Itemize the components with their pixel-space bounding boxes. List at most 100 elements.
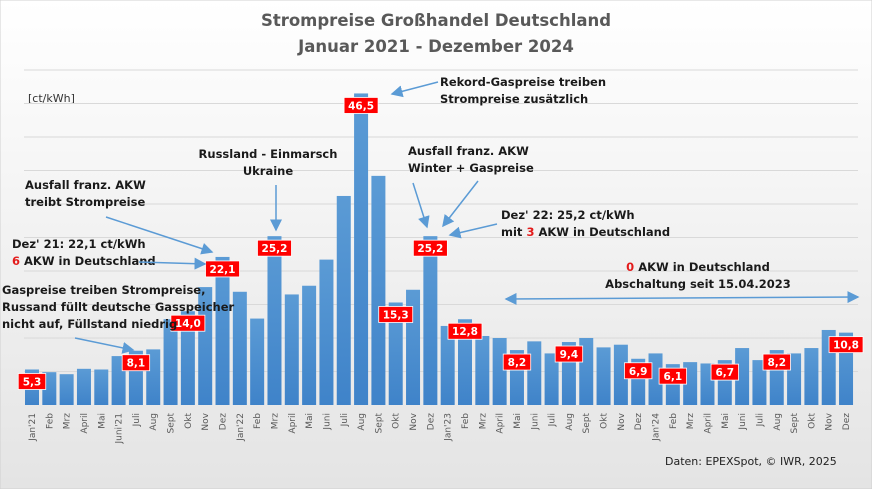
x-tick-label: Nov — [409, 412, 419, 430]
bar — [492, 338, 507, 405]
bar — [440, 325, 455, 405]
bar — [336, 195, 351, 405]
arrow — [138, 257, 207, 270]
annotation-text: Ausfall franz. AKW — [408, 144, 529, 158]
data-label: 46,5 — [348, 100, 374, 112]
data-label-box — [624, 362, 653, 380]
chart-title: Strompreise Großhandel Deutschland — [261, 11, 611, 30]
arrow — [105, 216, 214, 255]
annotation-gaspreise: Gaspreise treiben Strompreise, Russand f… — [2, 283, 235, 354]
bar — [735, 348, 750, 405]
x-tick-label: Feb — [669, 413, 679, 429]
x-tick-label: Mai — [305, 413, 315, 429]
y-axis-label: [ct/kWh] — [28, 92, 75, 105]
x-tick-label: Sept — [167, 413, 177, 434]
data-label: 8,2 — [508, 357, 527, 369]
data-label: 6,1 — [664, 371, 683, 383]
x-tick-label: Dez — [219, 413, 229, 430]
double-arrow — [504, 291, 860, 305]
annotation-text: mit 3 AKW in Deutschland — [501, 225, 670, 239]
x-tick-label: Mai — [97, 413, 107, 429]
bar — [232, 291, 247, 405]
arrow — [74, 337, 135, 354]
x-tick-label: Mrz — [478, 413, 488, 429]
x-tick-label: Aug — [357, 413, 367, 431]
bar — [388, 302, 403, 405]
annotation-text: AKW in Deutschland — [534, 225, 670, 239]
bar — [284, 294, 299, 405]
x-tick-label: Jan'22 — [236, 413, 246, 442]
x-tick-label: Jan'21 — [28, 413, 38, 442]
x-tick-label: April — [288, 413, 298, 434]
x-tick-label: Aug — [149, 413, 159, 431]
x-tick-label: Mai — [721, 413, 731, 429]
data-label-box — [658, 367, 687, 385]
x-tick-label: Juni — [322, 413, 332, 431]
x-tick-label: Dez — [426, 413, 436, 430]
data-label: 22,1 — [210, 264, 236, 276]
x-tick-label: Jan'24 — [652, 413, 662, 442]
x-tick-label: Nov — [617, 412, 627, 430]
x-tick-label: Nov — [201, 412, 211, 430]
annotation-text: Rekord-Gaspreise treiben — [440, 75, 606, 89]
data-label-box — [378, 306, 414, 323]
bar — [423, 236, 438, 405]
data-label: 9,4 — [560, 349, 579, 361]
annotation-text: Gaspreise treiben Strompreise, — [2, 283, 205, 297]
arrow — [442, 180, 479, 228]
data-label-box — [412, 239, 448, 257]
bar — [215, 256, 230, 405]
x-axis-labels: Jan'21 Feb Mrz April Mai Juni'21 Juli Aug Sept Ok… — [28, 412, 852, 444]
data-label: 25,2 — [417, 243, 443, 255]
x-tick-label: Sept — [374, 413, 384, 434]
annotation-text: 0 AKW in Deutschland — [626, 260, 770, 274]
data-label: 6,7 — [715, 367, 734, 379]
annotation-text: nicht auf, Füllstand niedrig — [2, 317, 177, 331]
annotation-text: AKW in Deutschland — [20, 254, 156, 268]
x-tick-label: Feb — [461, 413, 471, 429]
annotation-russland: Russland - Einmarsch Ukraine — [199, 147, 337, 232]
x-tick-label: Nov — [825, 412, 835, 430]
bar — [354, 93, 369, 405]
data-label-box — [447, 322, 483, 340]
arrow — [448, 223, 498, 239]
bar — [804, 348, 819, 405]
x-tick-label: April — [703, 413, 713, 434]
bar — [267, 236, 282, 405]
x-tick-label: Okt — [807, 413, 817, 429]
annotation-text: Russand füllt deutsche Gasspeicher — [2, 300, 235, 314]
x-tick-label: Okt — [392, 413, 402, 429]
bar — [180, 311, 195, 405]
arrow — [390, 81, 439, 98]
data-label: 10,8 — [833, 340, 859, 352]
annotation-text: treibt Strompreise — [25, 195, 145, 209]
bar — [613, 344, 628, 405]
data-label-box — [762, 353, 791, 371]
annotation-dez-2021: Dez' 21: 22,1 ct/kWh 6 AKW in Deutschlan… — [12, 237, 207, 270]
annotation-akw-0: 0 AKW in Deutschland Abschaltung seit 15… — [504, 260, 860, 305]
data-label-box — [343, 97, 379, 114]
data-label: 8,1 — [127, 358, 146, 370]
data-label: 6,9 — [629, 366, 648, 378]
data-label: 5,3 — [23, 376, 42, 388]
annotation-text: Dez' 21: 22,1 ct/kWh — [12, 237, 146, 251]
bar — [94, 369, 109, 405]
x-tick-label: Okt — [600, 413, 610, 429]
annotation-text: Abschaltung seit 15.04.2023 — [605, 277, 791, 291]
x-tick-label: Juni — [530, 413, 540, 431]
data-label-box — [828, 336, 864, 354]
annotation-text: Ukraine — [243, 164, 294, 178]
arrow — [412, 182, 430, 229]
bar — [596, 347, 611, 405]
annotation-ausfall-2022: Ausfall franz. AKW Winter + Gaspreise — [408, 144, 534, 229]
annotation-text: Ausfall franz. AKW — [25, 178, 146, 192]
bar — [76, 368, 91, 405]
annotation-ausfall-2021: Ausfall franz. AKW treibt Strompreise — [25, 178, 214, 255]
data-label-box — [170, 314, 206, 332]
x-tick-label: Juli — [340, 413, 350, 427]
x-tick-label: April — [496, 413, 506, 434]
bar — [458, 319, 472, 405]
x-tick-label: Mai — [513, 413, 523, 429]
data-label-box — [257, 239, 292, 257]
annotation-rekord: Rekord-Gaspreise treiben Strompreise zus… — [390, 75, 606, 106]
